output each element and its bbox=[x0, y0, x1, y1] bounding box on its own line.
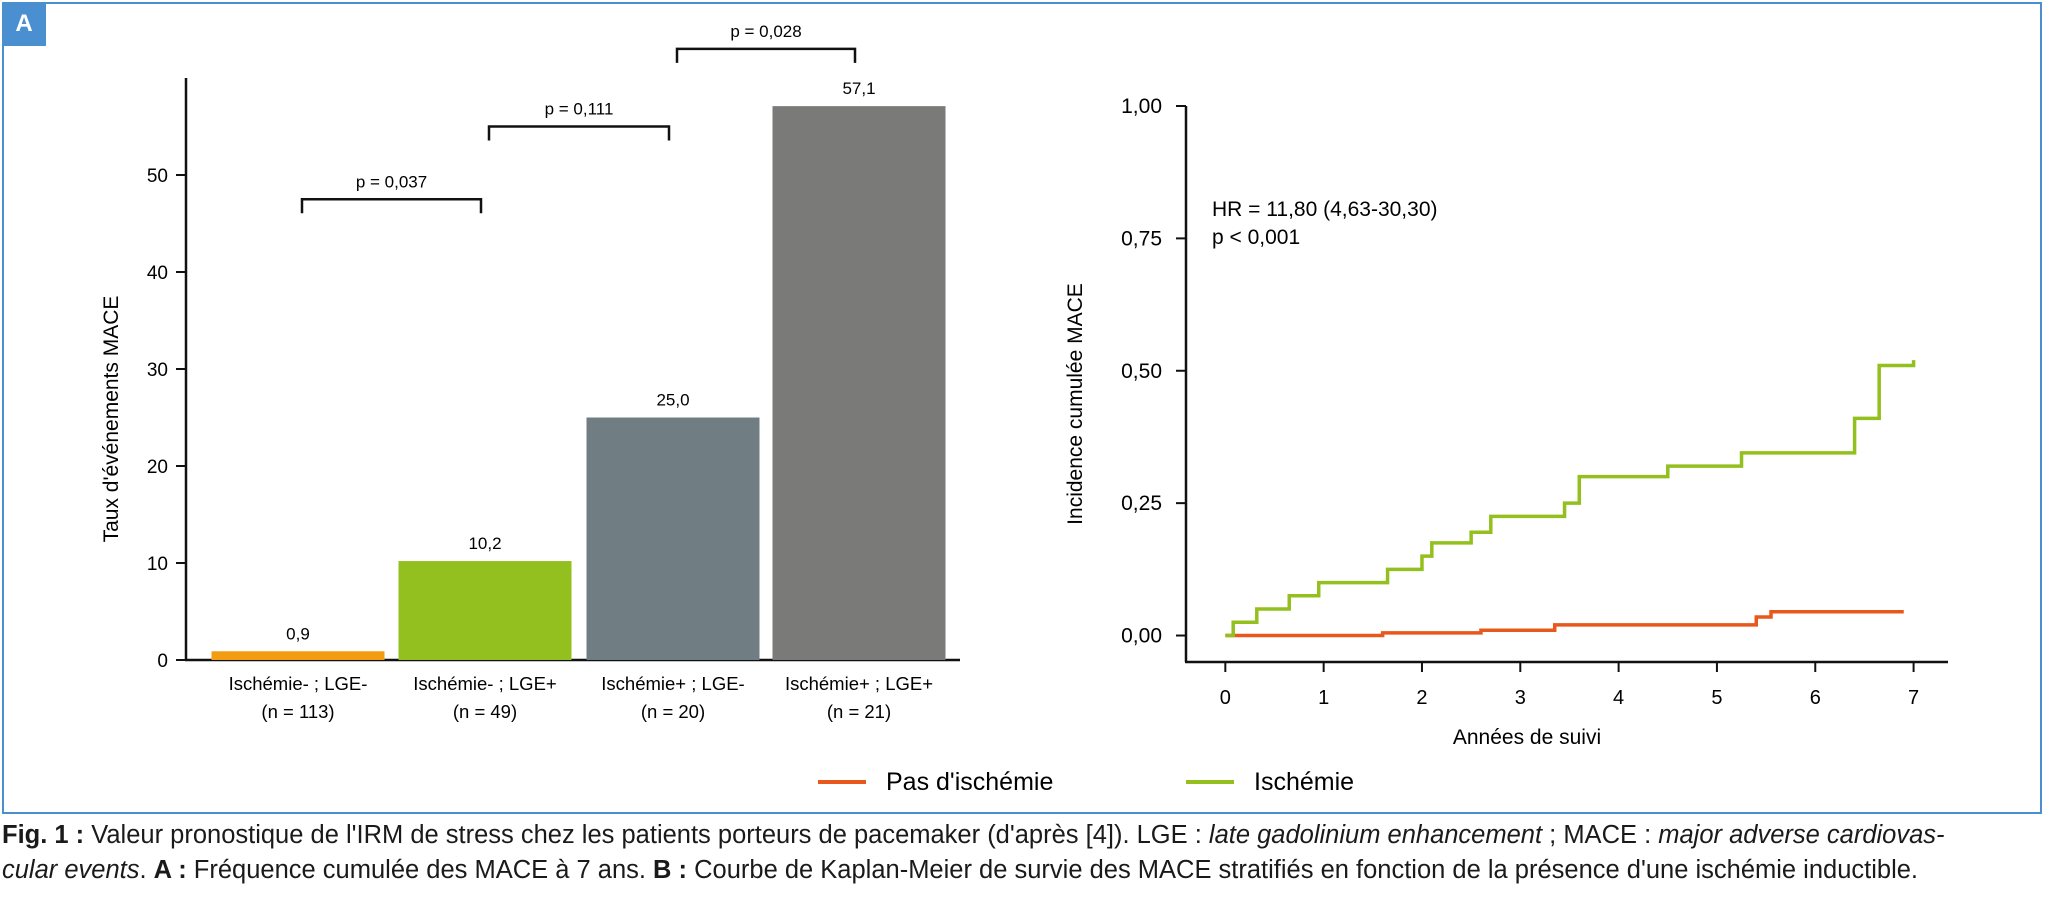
caption-line-1: Fig. 1 : Valeur pronostique de l'IRM de … bbox=[2, 818, 2046, 853]
km-line-ischemia bbox=[1225, 360, 1916, 638]
bar-category-label: Ischémie- ; LGE- bbox=[229, 673, 368, 694]
bar-value-label: 57,1 bbox=[842, 79, 875, 98]
bar bbox=[586, 417, 760, 660]
figure-caption: Fig. 1 : Valeur pronostique de l'IRM de … bbox=[2, 818, 2046, 888]
caption-text-2: ; MACE : bbox=[1542, 821, 1659, 849]
bar bbox=[211, 651, 385, 660]
panel-label: A bbox=[2, 2, 46, 46]
significance-bracket bbox=[300, 198, 483, 214]
bar-category-label-n: (n = 113) bbox=[261, 701, 334, 722]
km-y-tick-label: 0,50 bbox=[1121, 360, 1162, 383]
km-x-tick-label: 2 bbox=[1416, 687, 1427, 709]
bar-category-label: Ischémie- ; LGE+ bbox=[413, 673, 556, 694]
bar-category-label-n: (n = 21) bbox=[827, 701, 891, 722]
significance-label: p = 0,028 bbox=[730, 22, 801, 41]
caption-italic-1: late gadolinium enhancement bbox=[1208, 821, 1543, 849]
km-y-axis-title: Incidence cumulée MACE bbox=[1064, 283, 1087, 525]
km-x-tick-label: 4 bbox=[1613, 687, 1624, 709]
km-x-tick-label: 6 bbox=[1810, 687, 1821, 709]
caption-text-3: . bbox=[139, 856, 154, 884]
km-x-tick-label: 3 bbox=[1515, 687, 1526, 709]
km-x-axis-title: Années de suivi bbox=[1453, 726, 1601, 749]
significance-bracket bbox=[487, 125, 671, 141]
caption-italic-3: cular events bbox=[2, 856, 140, 884]
significance-bracket bbox=[675, 47, 857, 63]
caption-a-label: A : bbox=[153, 856, 187, 884]
km-y-tick-label: 1,00 bbox=[1121, 95, 1162, 118]
bar-value-label: 10,2 bbox=[468, 534, 501, 553]
bar-y-tick-label: 50 bbox=[147, 166, 168, 187]
km-x-tick-label: 7 bbox=[1908, 687, 1919, 709]
bar-value-label: 0,9 bbox=[286, 624, 310, 643]
bar-y-axis-title: Taux d'événements MACE bbox=[100, 296, 123, 543]
figure-panel bbox=[2, 2, 2042, 814]
caption-b-text: Courbe de Kaplan-Meier de survie des MAC… bbox=[687, 856, 1918, 884]
caption-line-2: cular events. A : Fréquence cumulée des … bbox=[2, 853, 2046, 888]
bar-category-label: Ischémie+ ; LGE+ bbox=[785, 673, 933, 694]
caption-a-text: Fréquence cumulée des MACE à 7 ans. bbox=[186, 856, 654, 884]
bar-category-label: Ischémie+ ; LGE- bbox=[601, 673, 744, 694]
legend-label: Ischémie bbox=[1254, 768, 1354, 796]
significance-label: p = 0,111 bbox=[545, 100, 614, 119]
caption-fig-label: Fig. 1 : bbox=[2, 821, 85, 849]
bar-y-tick-label: 0 bbox=[157, 651, 168, 672]
caption-text-1: Valeur pronostique de l'IRM de stress ch… bbox=[84, 821, 1209, 849]
bar-y-tick-label: 30 bbox=[147, 360, 168, 381]
bar-y-tick-label: 10 bbox=[147, 554, 168, 575]
km-line-no-ischemia bbox=[1225, 609, 1904, 638]
km-x-tick-label: 5 bbox=[1711, 687, 1722, 709]
km-p-annotation: p < 0,001 bbox=[1212, 226, 1300, 249]
km-x-tick-label: 0 bbox=[1220, 687, 1231, 709]
km-y-tick-label: 0,25 bbox=[1121, 492, 1162, 515]
caption-italic-2: major adverse cardiovas- bbox=[1658, 821, 1945, 849]
bar-value-label: 25,0 bbox=[656, 391, 689, 410]
bar-y-tick-label: 20 bbox=[147, 457, 168, 478]
km-y-tick-label: 0,75 bbox=[1121, 227, 1162, 250]
bar-y-tick-label: 40 bbox=[147, 263, 168, 284]
bar bbox=[398, 561, 572, 660]
km-hr-annotation: HR = 11,80 (4,63-30,30) bbox=[1212, 198, 1438, 221]
caption-b-label: B : bbox=[653, 856, 688, 884]
km-x-tick-label: 1 bbox=[1318, 687, 1329, 709]
bar bbox=[772, 106, 946, 660]
bar-category-label-n: (n = 49) bbox=[453, 701, 517, 722]
legend-label: Pas d'ischémie bbox=[886, 768, 1053, 796]
km-y-tick-label: 0,00 bbox=[1121, 625, 1162, 648]
bar-category-label-n: (n = 20) bbox=[641, 701, 705, 722]
significance-label: p = 0,037 bbox=[356, 172, 427, 191]
